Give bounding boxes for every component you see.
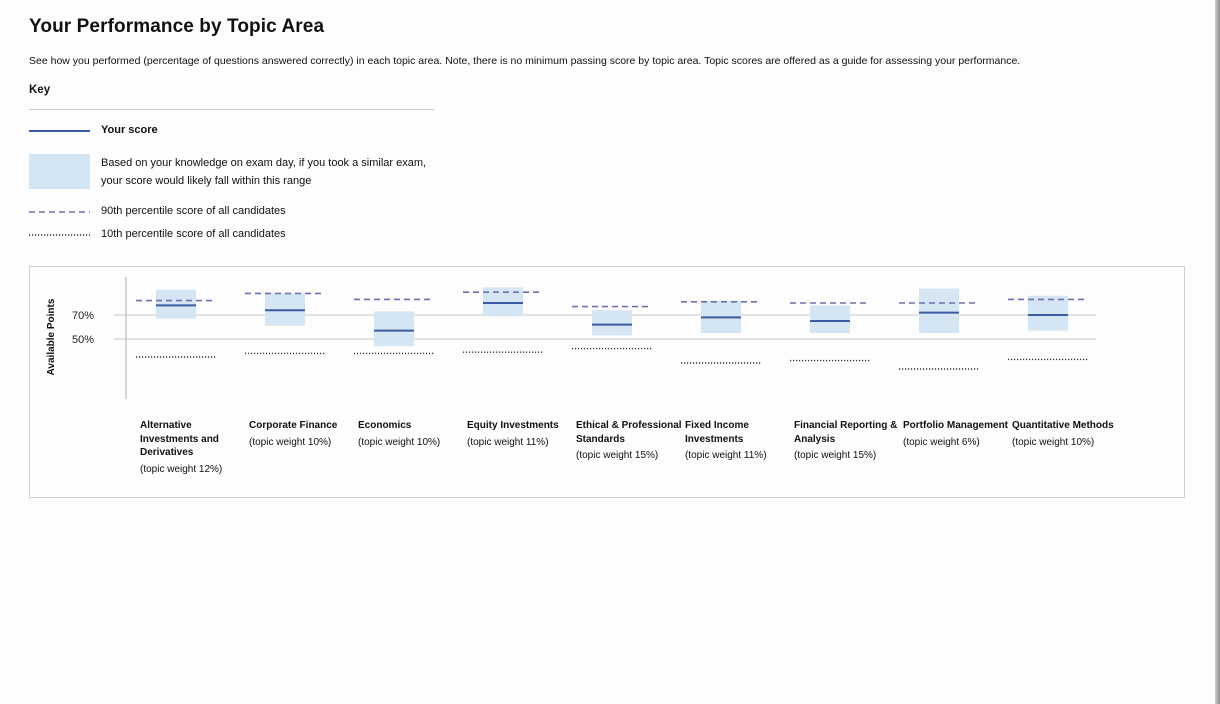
category-weight: (topic weight 12%) <box>140 463 223 475</box>
key-label-90th-percentile: 90th percentile score of all candidates <box>101 205 286 217</box>
category-name: Corporate Finance <box>249 420 338 431</box>
score-range-box <box>919 288 959 333</box>
category-label: Financial Reporting & Analysis (topic wei… <box>794 419 906 463</box>
category-label: Corporate Finance (topic weight 10%) <box>249 419 361 449</box>
category-label: Quantitative Methods (topic weight 10%) <box>1012 419 1124 449</box>
range-swatch <box>29 154 90 189</box>
category-name: Equity Investments <box>467 420 559 431</box>
category-weight: (topic weight 6%) <box>903 436 980 448</box>
score-range-box <box>1028 295 1068 331</box>
y-axis-label: Available Points <box>46 298 57 375</box>
category-name: Financial Reporting & Analysis <box>794 420 898 445</box>
score-range-box <box>374 311 414 347</box>
key-label-10th-percentile: 10th percentile score of all candidates <box>101 228 286 240</box>
key-divider <box>29 109 434 110</box>
category-label: Equity Investments (topic weight 11%) <box>467 419 579 449</box>
category-weight: (topic weight 10%) <box>358 436 441 448</box>
category-weight: (topic weight 10%) <box>1012 436 1095 448</box>
key-item-10th-percentile: 10th percentile score of all candidates <box>29 228 449 244</box>
category-label: Portfolio Management (topic weight 6%) <box>903 419 1015 449</box>
category-name: Alternative Investments and Derivatives <box>140 420 219 458</box>
key-heading: Key <box>29 84 51 96</box>
topic-performance-chart: 70% 50% Available Points Alternative Inves… <box>29 266 1185 498</box>
category-name: Portfolio Management <box>903 420 1009 431</box>
category-weight: (topic weight 15%) <box>576 450 659 461</box>
category-label: Ethical & Professional Standards (topic w… <box>576 419 688 463</box>
category-weight: (topic weight 11%) <box>467 436 549 448</box>
p10-line-swatch <box>29 234 90 236</box>
page-subtitle: See how you performed (percentage of que… <box>29 55 1021 67</box>
category-name: Fixed Income Investments <box>685 420 749 445</box>
score-range-box <box>810 305 850 333</box>
category-name: Economics <box>358 420 412 431</box>
y-tick-label-70: 70% <box>72 310 94 322</box>
category-label: Alternative Investments and Derivatives (… <box>140 419 252 476</box>
category-weight: (topic weight 10%) <box>249 436 332 448</box>
category-label: Fixed Income Investments (topic weight 11… <box>685 419 797 463</box>
score-range-box <box>156 289 196 319</box>
category-weight: (topic weight 11%) <box>685 450 767 461</box>
category-name: Ethical & Professional Standards <box>576 420 682 445</box>
score-range-box <box>592 310 632 336</box>
key-label-your-score: Your score <box>101 124 158 136</box>
chart-plot: 70% 50% Available Points <box>46 277 1096 399</box>
category-weight: (topic weight 15%) <box>794 450 877 461</box>
key-item-score-range: Based on your knowledge on exam day, if … <box>29 154 449 192</box>
category-label: Economics (topic weight 10%) <box>358 419 470 449</box>
score-line-swatch <box>29 130 90 132</box>
page-edge-shadow <box>1215 0 1220 704</box>
category-name: Quantitative Methods <box>1012 420 1114 431</box>
p90-line-swatch <box>29 211 90 213</box>
key-item-your-score: Your score <box>29 124 449 140</box>
key-item-90th-percentile: 90th percentile score of all candidates <box>29 205 449 221</box>
key-label-score-range: Based on your knowledge on exam day, if … <box>101 157 427 187</box>
y-tick-label-50: 50% <box>72 334 94 346</box>
page-title: Your Performance by Topic Area <box>29 16 325 37</box>
